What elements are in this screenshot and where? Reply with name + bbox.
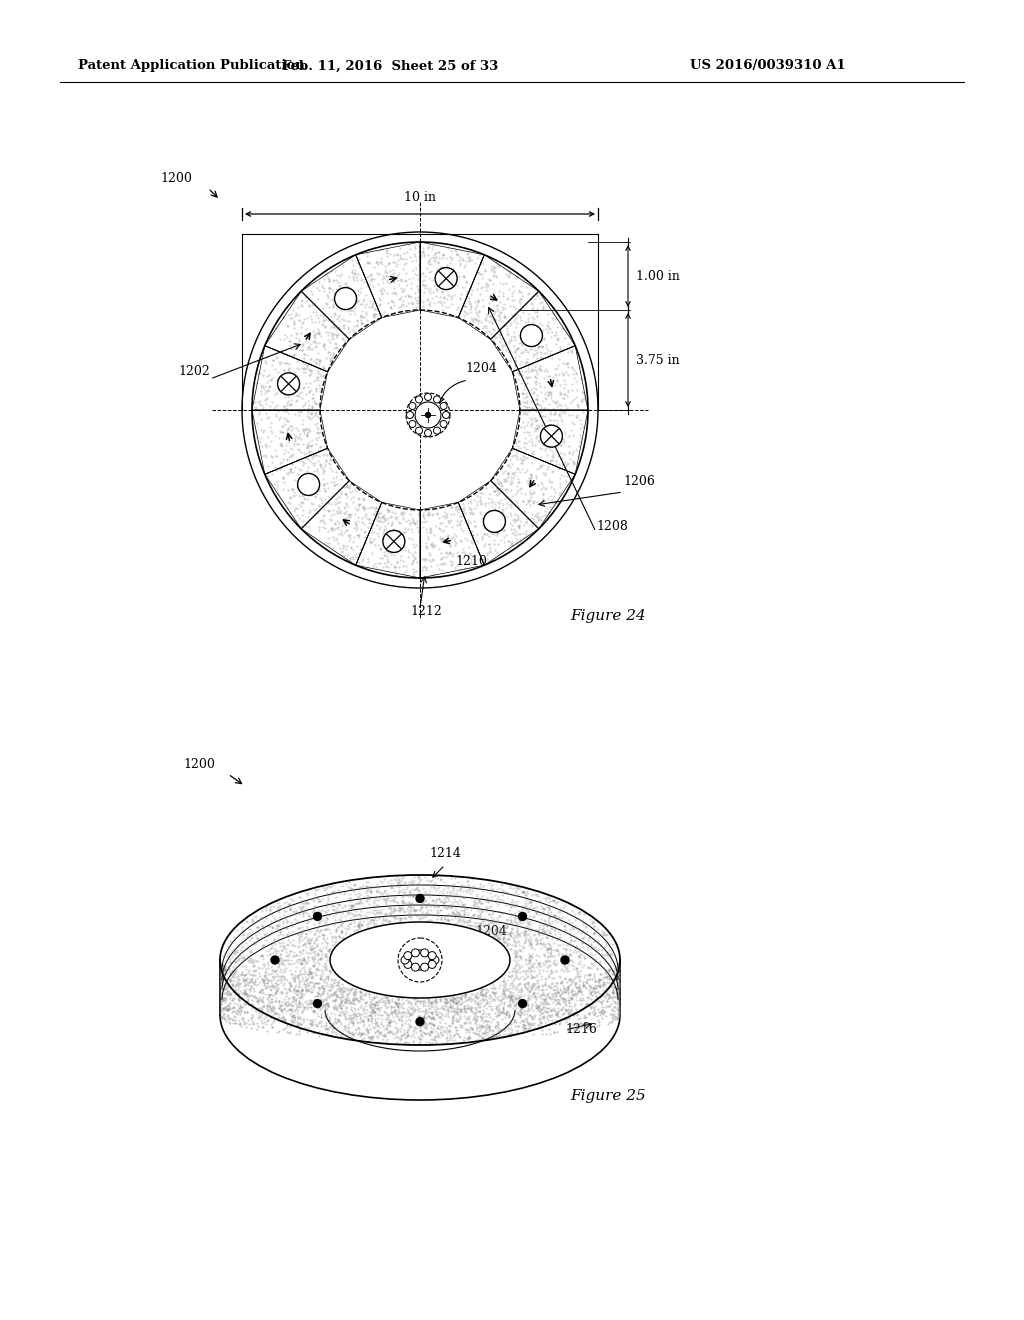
Circle shape [271,956,279,964]
Circle shape [412,964,420,972]
Text: US 2016/0039310 A1: US 2016/0039310 A1 [690,59,846,73]
Text: 1210: 1210 [455,554,486,568]
Circle shape [421,964,429,972]
Text: Patent Application Publication: Patent Application Publication [78,59,305,73]
Circle shape [415,403,441,428]
Text: 1202: 1202 [178,366,210,378]
Circle shape [442,412,450,418]
Circle shape [518,999,526,1007]
Circle shape [520,325,543,347]
Circle shape [409,421,416,428]
Circle shape [278,372,300,395]
Text: 1208: 1208 [596,520,628,533]
Circle shape [383,531,404,553]
Circle shape [428,952,436,960]
Text: Figure 25: Figure 25 [570,1089,646,1104]
Circle shape [401,956,409,964]
Circle shape [335,288,356,310]
Circle shape [313,999,322,1007]
Circle shape [483,511,506,532]
Text: 1214: 1214 [429,847,461,861]
Text: 1.00 in: 1.00 in [636,269,680,282]
Circle shape [440,421,447,428]
Text: 1200: 1200 [183,758,215,771]
Circle shape [435,268,457,289]
Circle shape [416,895,424,903]
Text: Figure 24: Figure 24 [570,609,646,623]
Circle shape [433,428,440,434]
Circle shape [425,429,431,437]
Text: 1200: 1200 [160,172,193,185]
Circle shape [403,952,412,960]
Text: 1212: 1212 [410,605,441,618]
Circle shape [416,428,423,434]
Text: Feb. 11, 2016  Sheet 25 of 33: Feb. 11, 2016 Sheet 25 of 33 [282,59,498,73]
Circle shape [403,961,412,969]
Text: 10 in: 10 in [404,191,436,205]
Circle shape [425,393,431,400]
Circle shape [433,396,440,403]
Circle shape [412,949,420,957]
Circle shape [313,912,322,920]
Circle shape [416,396,423,403]
Circle shape [407,412,414,418]
Circle shape [426,412,430,417]
Circle shape [431,956,439,964]
Circle shape [561,956,569,964]
Text: 3.75 in: 3.75 in [636,354,680,367]
Text: 1204: 1204 [465,362,497,375]
Circle shape [409,403,416,409]
Text: 1206: 1206 [623,475,655,488]
Circle shape [428,961,436,969]
Text: 1204: 1204 [475,925,507,939]
Circle shape [421,949,429,957]
Text: 1216: 1216 [565,1023,597,1036]
Circle shape [541,425,562,447]
Circle shape [410,950,430,970]
Circle shape [416,1018,424,1026]
Ellipse shape [330,921,510,998]
Circle shape [518,912,526,920]
Circle shape [440,403,447,409]
Circle shape [298,474,319,495]
